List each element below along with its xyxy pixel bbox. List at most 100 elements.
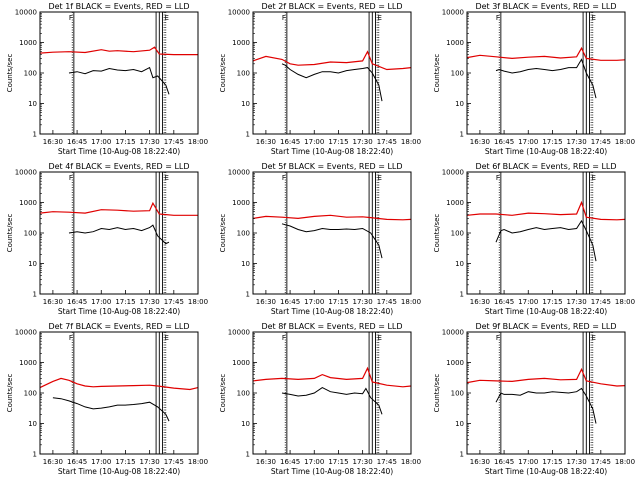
lld-series-line xyxy=(252,214,412,221)
marker-label-e: E xyxy=(592,334,596,342)
panel-title: Det 9f BLACK = Events, RED = LLD xyxy=(475,322,616,331)
x-tick-label: 18:00 xyxy=(401,458,421,466)
detector-panel: Det 7f BLACK = Events, RED = LLD F E 1 10 100… xyxy=(6,322,208,476)
y-axis-label: Counts/sec xyxy=(433,54,441,93)
x-tick-label: 17:45 xyxy=(591,298,611,306)
x-tick-label: 17:00 xyxy=(304,138,324,146)
panel-title: Det 7f BLACK = Events, RED = LLD xyxy=(48,322,189,331)
x-tick-label: 16:30 xyxy=(470,138,490,146)
x-tick-label: 17:45 xyxy=(377,458,397,466)
marker-label-f: F xyxy=(496,14,500,22)
x-tick-label: 17:00 xyxy=(91,298,111,306)
panel-title: Det 2f BLACK = Events, RED = LLD xyxy=(261,2,402,11)
lld-series-line xyxy=(39,377,199,391)
y-tick-label: 10 xyxy=(455,420,464,428)
x-tick-label: 18:00 xyxy=(615,458,635,466)
y-axis-label: Counts/sec xyxy=(219,374,227,413)
x-tick-label: 16:45 xyxy=(280,138,300,146)
x-tick-label: 17:15 xyxy=(328,298,348,306)
x-tick-label: 17:30 xyxy=(353,138,373,146)
x-tick-label: 17:30 xyxy=(353,458,373,466)
marker-label-e: E xyxy=(165,334,169,342)
x-tick-label: 17:15 xyxy=(328,458,348,466)
y-tick-label: 10000 xyxy=(228,169,250,177)
x-tick-label: 18:00 xyxy=(615,138,635,146)
y-axis-label: Counts/sec xyxy=(6,374,14,413)
y-tick-label: 1000 xyxy=(446,39,464,47)
x-tick-label: 16:30 xyxy=(43,138,63,146)
y-tick-label: 10 xyxy=(241,420,250,428)
y-tick-label: 100 xyxy=(451,70,464,78)
detector-panel: Det 3f BLACK = Events, RED = LLD F E 1 10 100… xyxy=(433,2,635,156)
plot-frame xyxy=(466,171,626,295)
y-tick-label: 1 xyxy=(460,131,464,139)
x-axis-label: Start Time (10-Aug-08 18:22:40) xyxy=(485,147,607,156)
x-axis-label: Start Time (10-Aug-08 18:22:40) xyxy=(271,307,393,316)
x-tick-label: 17:30 xyxy=(140,138,160,146)
events-series-line xyxy=(495,387,597,424)
lld-series-line xyxy=(466,200,626,221)
lld-series-line xyxy=(466,367,626,387)
y-axis-label: Counts/sec xyxy=(433,374,441,413)
x-tick-label: 16:45 xyxy=(67,298,87,306)
y-tick-label: 10 xyxy=(28,420,37,428)
lld-series-line xyxy=(252,50,412,71)
x-tick-label: 18:00 xyxy=(615,298,635,306)
x-tick-label: 17:45 xyxy=(164,138,184,146)
events-series-line xyxy=(68,66,170,95)
events-series-line xyxy=(495,58,597,99)
x-tick-label: 16:30 xyxy=(256,138,276,146)
marker-label-f: F xyxy=(496,174,500,182)
y-axis-label: Counts/sec xyxy=(219,214,227,253)
y-tick-label: 1 xyxy=(33,451,37,459)
y-tick-label: 100 xyxy=(24,390,37,398)
x-tick-label: 18:00 xyxy=(188,458,208,466)
y-tick-label: 1000 xyxy=(232,359,250,367)
x-tick-label: 17:30 xyxy=(353,298,373,306)
y-tick-label: 100 xyxy=(24,230,37,238)
y-tick-label: 1 xyxy=(33,131,37,139)
y-axis-label: Counts/sec xyxy=(433,214,441,253)
detector-panel: Det 9f BLACK = Events, RED = LLD F E 1 10 100… xyxy=(433,322,635,476)
x-axis-label: Start Time (10-Aug-08 18:22:40) xyxy=(485,467,607,476)
y-axis-label: Counts/sec xyxy=(6,54,14,93)
y-tick-label: 1 xyxy=(246,131,250,139)
x-tick-label: 17:00 xyxy=(518,138,538,146)
x-tick-label: 18:00 xyxy=(401,138,421,146)
y-tick-label: 100 xyxy=(237,230,250,238)
x-tick-label: 17:00 xyxy=(91,138,111,146)
events-series-line xyxy=(281,63,383,102)
panel-title: Det 4f BLACK = Events, RED = LLD xyxy=(48,162,189,171)
x-tick-label: 16:45 xyxy=(280,298,300,306)
y-axis-label: Counts/sec xyxy=(6,214,14,253)
x-tick-label: 17:00 xyxy=(304,298,324,306)
marker-label-f: F xyxy=(69,14,73,22)
plot-frame xyxy=(466,11,626,135)
marker-label-f: F xyxy=(282,334,286,342)
x-tick-label: 17:00 xyxy=(518,458,538,466)
y-tick-label: 1 xyxy=(246,291,250,299)
plot-frame xyxy=(252,171,412,295)
x-tick-label: 18:00 xyxy=(188,298,208,306)
y-tick-label: 10000 xyxy=(228,329,250,337)
y-tick-label: 1000 xyxy=(19,359,37,367)
y-tick-label: 10000 xyxy=(442,9,464,17)
x-axis-label: Start Time (10-Aug-08 18:22:40) xyxy=(58,307,180,316)
marker-label-e: E xyxy=(378,14,382,22)
events-series-line xyxy=(495,219,597,262)
y-tick-label: 1000 xyxy=(232,39,250,47)
x-tick-label: 17:15 xyxy=(115,298,135,306)
y-tick-label: 10 xyxy=(455,100,464,108)
x-tick-label: 16:45 xyxy=(494,458,514,466)
x-axis-label: Start Time (10-Aug-08 18:22:40) xyxy=(271,147,393,156)
lld-series-line xyxy=(252,366,412,388)
plot-frame xyxy=(39,331,199,455)
x-axis-label: Start Time (10-Aug-08 18:22:40) xyxy=(58,147,180,156)
plot-frame xyxy=(252,331,412,455)
x-tick-label: 16:45 xyxy=(67,458,87,466)
x-tick-label: 16:45 xyxy=(280,458,300,466)
marker-label-f: F xyxy=(282,14,286,22)
x-tick-label: 17:45 xyxy=(591,458,611,466)
y-tick-label: 10 xyxy=(28,100,37,108)
y-tick-label: 100 xyxy=(237,70,250,78)
